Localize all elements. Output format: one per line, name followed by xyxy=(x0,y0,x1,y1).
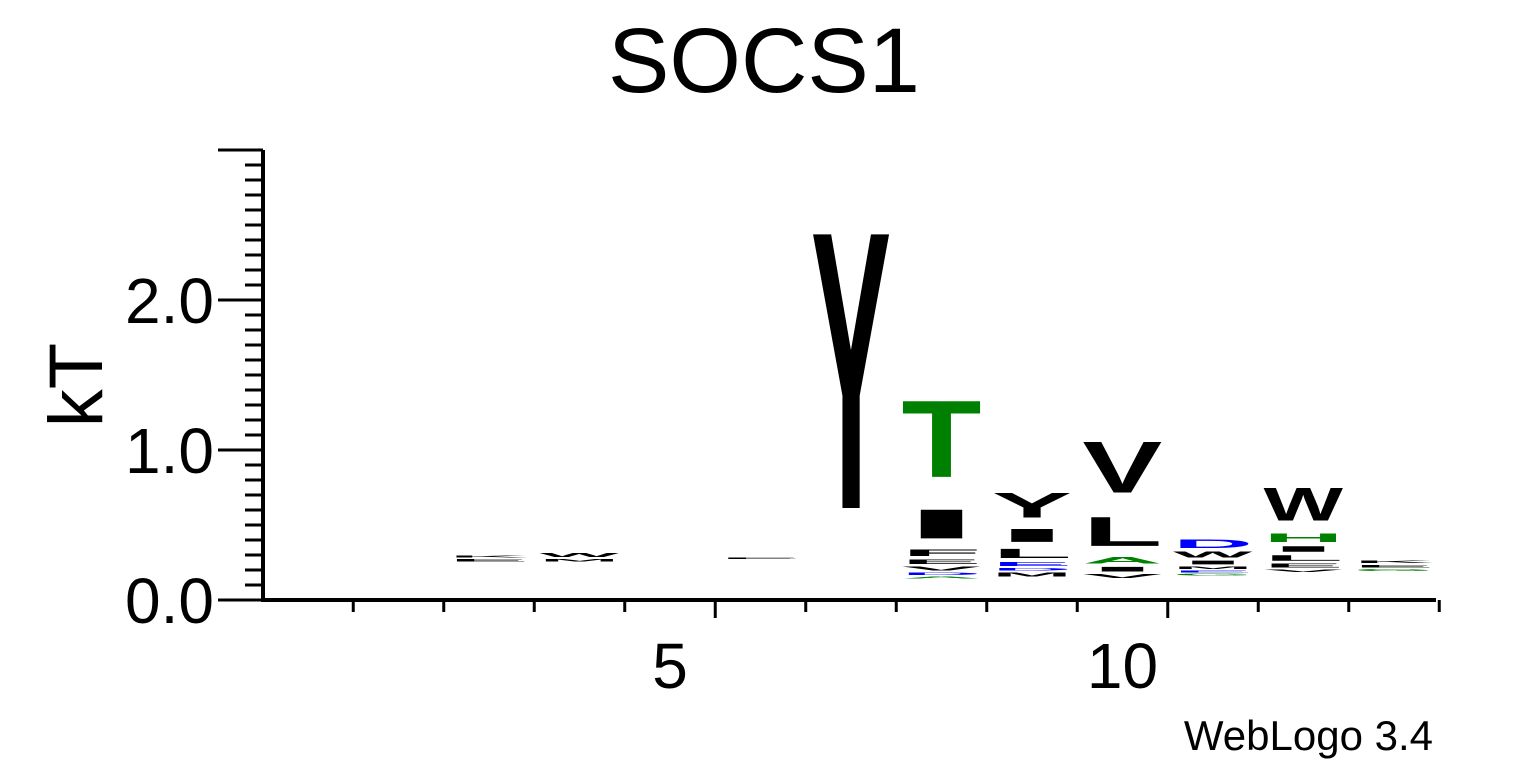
logo-letter-m: M xyxy=(992,572,1072,578)
chart-title: SOCS1 xyxy=(608,10,920,112)
y-tick-label: 2.0 xyxy=(125,265,214,337)
logo-letter-g: G xyxy=(1173,573,1253,576)
logo-letter-e: E xyxy=(1354,564,1434,568)
logo-letter-e: E xyxy=(449,558,529,562)
logo-letter-e: E xyxy=(721,558,801,560)
logo-letter-k: K xyxy=(449,555,529,558)
logo-letter-t: T xyxy=(902,378,982,501)
logo-letter-m: M xyxy=(1173,566,1253,570)
logo-letter-y: Y xyxy=(992,486,1072,525)
logo-letter-k: K xyxy=(1354,559,1434,564)
logo-letter-v: V xyxy=(1082,573,1162,579)
logo-letter-e: E xyxy=(1264,562,1344,568)
logo-letter-i: I xyxy=(902,501,982,547)
y-axis-label: kT xyxy=(34,343,119,427)
logo-letter-e: E xyxy=(992,561,1072,567)
weblogo-credit: WebLogo 3.4 xyxy=(1184,712,1433,759)
x-tick-label: 10 xyxy=(1087,630,1158,702)
logo-letter-m: M xyxy=(540,558,620,562)
logo-letter-i: I xyxy=(992,525,1072,546)
logo-letter-v: V xyxy=(1083,426,1163,508)
logo-letter-w: W xyxy=(540,552,620,558)
logo-letter-v: V xyxy=(901,565,981,571)
logo-letter-l: L xyxy=(1083,508,1163,555)
logo-letter-w: W xyxy=(1173,550,1253,559)
logo-letter-w: W xyxy=(1264,479,1344,531)
logo-letter-d: D xyxy=(901,571,981,576)
y-tick-label: 1.0 xyxy=(125,415,214,487)
logo-letter-i: I xyxy=(1173,560,1253,566)
axes: 0.0 1.0 2.0 5 10 xyxy=(125,148,1441,702)
logo-letter-g: G xyxy=(1354,569,1434,572)
logo-letter-f: F xyxy=(902,547,982,558)
x-tick-label: 5 xyxy=(652,630,688,702)
logo-letter-h: H xyxy=(1263,531,1343,544)
logo-letter-d: D xyxy=(1173,537,1253,550)
logo-letter-y: Y xyxy=(811,149,891,593)
y-tick-label: 0.0 xyxy=(125,565,214,637)
logo-letter-a: A xyxy=(1083,555,1163,565)
logo-letter-a: A xyxy=(902,576,982,579)
logo-letter-i: I xyxy=(1264,545,1344,554)
logo-letter-e: E xyxy=(1173,570,1253,573)
logo-letter-d: D xyxy=(992,567,1072,572)
logo-letter-l: L xyxy=(1264,553,1344,562)
logo-letter-v: V xyxy=(1264,569,1344,573)
logo-letter-l: L xyxy=(992,546,1072,561)
logo-letter-e: E xyxy=(902,558,982,565)
logo-letter-i: I xyxy=(1083,566,1163,573)
